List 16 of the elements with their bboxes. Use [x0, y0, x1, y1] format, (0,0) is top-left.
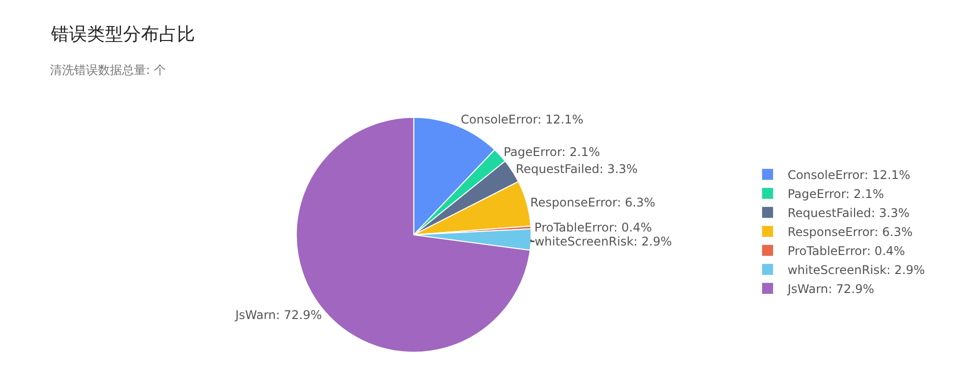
legend-label: ProTableError: 0.4% [788, 244, 906, 258]
legend-label: ConsoleError: 12.1% [788, 168, 910, 182]
slice-label: JsWarn: 72.9% [234, 308, 322, 322]
legend-label: PageError: 2.1% [788, 187, 884, 202]
slice-label: ConsoleError: 12.1% [460, 112, 584, 127]
chart-title: 错误类型分布占比 [50, 24, 195, 45]
text: 清洗错误数据总量: 个 [50, 63, 166, 77]
slice-label: whiteScreenRisk: 2.9% [534, 234, 672, 248]
slice-label: ResponseError: 6.3% [530, 196, 656, 210]
category-label: ProTableError: 0.4% [534, 220, 652, 234]
legend-label: whiteScreenRisk: 2.9% [788, 263, 925, 278]
legend-label: ResponseError: 6.3% [788, 225, 913, 240]
slice-label: RequestFailed: 3.3% [516, 162, 638, 176]
legend-label: JsWarn: 72.9% [786, 282, 874, 296]
slice-label: PageError: 2.1% [504, 145, 600, 160]
legend-label: RequestFailed: 3.3% [788, 206, 910, 220]
